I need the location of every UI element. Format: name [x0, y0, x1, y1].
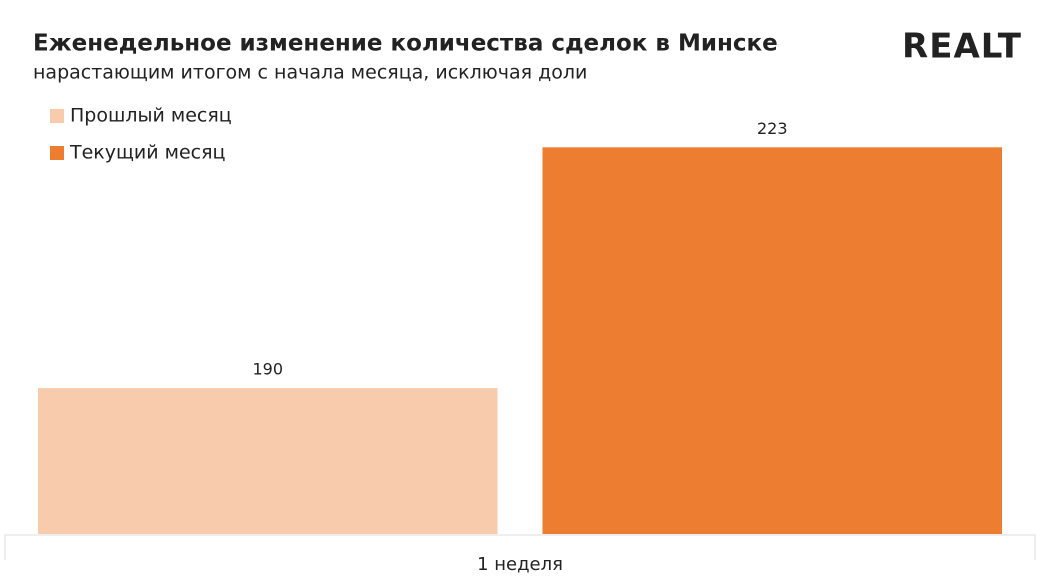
- bar: [38, 388, 498, 534]
- value-label: 190: [252, 360, 283, 379]
- brand-logo: REALT: [902, 27, 1022, 67]
- legend-label: Прошлый месяц: [70, 105, 232, 127]
- chart-subtitle: нарастающим итогом с начала месяца, искл…: [33, 62, 587, 84]
- axis-frame: [4, 534, 1036, 560]
- value-label: 223: [757, 119, 788, 138]
- x-tick-label: 1 неделя: [477, 554, 563, 575]
- chart-title: Еженедельное изменение количества сделок…: [33, 31, 778, 57]
- legend-swatch: [50, 146, 64, 160]
- bar: [542, 147, 1002, 534]
- legend-label: Текущий месяц: [69, 142, 226, 164]
- legend-swatch: [50, 109, 64, 123]
